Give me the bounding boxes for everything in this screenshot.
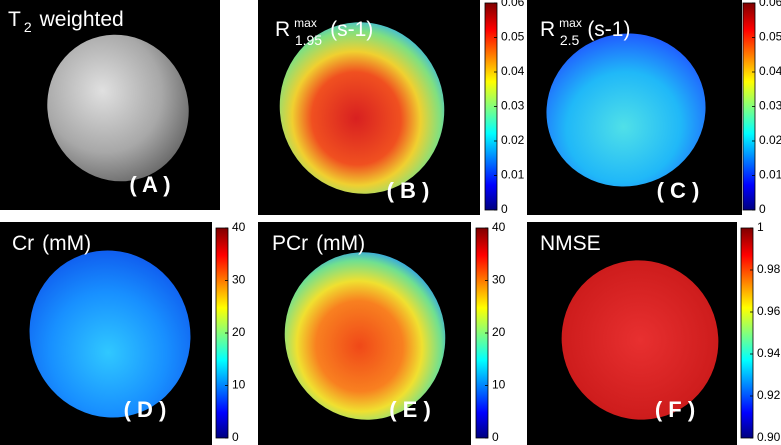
colorbar-tick-label: 0.03 — [501, 99, 525, 113]
title-rest: (mM) — [42, 232, 91, 255]
colorbar-tick-label: 30 — [232, 273, 246, 287]
tissue-map — [47, 34, 189, 182]
title-sup: max — [294, 16, 317, 30]
colorbar-tick-label: 0.04 — [501, 64, 525, 78]
panel-label: ( B ) — [387, 178, 430, 203]
title-base: Cr — [12, 232, 34, 255]
colorbar-tick-label: 0.05 — [759, 30, 781, 44]
title-rest: (s-1) — [587, 18, 630, 41]
title-rest: weighted — [39, 8, 124, 31]
title-base: PCr — [272, 232, 308, 255]
colorbar-tick-label: 0.98 — [757, 262, 781, 276]
panel-title: PCr (mM) — [272, 232, 365, 255]
colorbar-tick-label: 20 — [232, 325, 246, 339]
title-sub: 1.95 — [295, 32, 322, 48]
colorbar-tick-label: 0.06 — [501, 0, 525, 9]
tissue-map — [284, 252, 446, 420]
colorbar-tick-label: 0 — [759, 202, 766, 216]
panel-label: ( A ) — [129, 172, 170, 197]
colorbar-tick-label: 0.04 — [759, 64, 781, 78]
colorbar-tick-label: 0.94 — [757, 346, 781, 360]
panel: PCr (mM) ( E ) 0 10 20 30 40 — [258, 220, 506, 445]
colorbar-tick-label: 0.03 — [759, 99, 781, 113]
colorbar-tick-label: 40 — [232, 220, 246, 234]
panel-label: ( D ) — [124, 397, 167, 422]
tissue-map — [546, 33, 706, 187]
title-rest: (s-1) — [330, 18, 373, 41]
panel-label: ( C ) — [657, 178, 700, 203]
title-rest: (mM) — [316, 232, 365, 255]
title-sub: 2.5 — [560, 32, 580, 48]
colorbar-tick-label: 40 — [492, 220, 506, 234]
colorbar-tick-label: 1 — [757, 220, 764, 234]
panel-label: ( E ) — [389, 397, 431, 422]
tissue-map — [561, 260, 719, 420]
colorbar-tick-label: 0.01 — [501, 168, 525, 182]
panel-title: NMSE — [540, 232, 601, 255]
tissue-map — [29, 250, 191, 418]
title-base: R — [540, 18, 555, 41]
title-base: NMSE — [540, 232, 601, 255]
panel-title: Cr (mM) — [12, 232, 91, 255]
colorbar-tick-label: 0 — [501, 202, 508, 216]
colorbar-tick-label: 30 — [492, 273, 506, 287]
colorbar-tick-label: 10 — [492, 378, 506, 392]
colorbar-tick-label: 10 — [232, 378, 246, 392]
colorbar-tick-label: 0.02 — [501, 133, 525, 147]
colorbar-tick-label: 0.92 — [757, 388, 781, 402]
title-base: R — [275, 18, 290, 41]
colorbar-tick-label: 0 — [232, 430, 239, 444]
panel-title: T 2 weighted — [8, 8, 124, 35]
panel-label: ( F ) — [655, 397, 695, 422]
title-sub: 2 — [24, 19, 32, 35]
colorbar-tick-label: 0 — [492, 430, 499, 444]
colorbar-tick-label: 0.05 — [501, 30, 525, 44]
colorbar-tick-label: 0.02 — [759, 133, 781, 147]
colorbar-tick-label: 0.06 — [759, 0, 781, 9]
colorbar-tick-label: 0.90 — [757, 430, 781, 444]
title-base: T — [8, 8, 21, 31]
title-sup: max — [559, 16, 582, 30]
tissue-map — [279, 22, 445, 194]
panel: Cr (mM) ( D ) 0 10 20 30 40 — [0, 220, 246, 445]
colorbar-tick-label: 20 — [492, 325, 506, 339]
colorbar — [740, 227, 754, 439]
panel: NMSE ( F ) 0.90 0.92 0.94 0.96 0.98 1 — [527, 220, 781, 445]
panel: T 2 weighted ( A ) — [0, 0, 220, 210]
colorbar-tick-label: 0.96 — [757, 304, 781, 318]
colorbar-tick-label: 0.01 — [759, 168, 781, 182]
